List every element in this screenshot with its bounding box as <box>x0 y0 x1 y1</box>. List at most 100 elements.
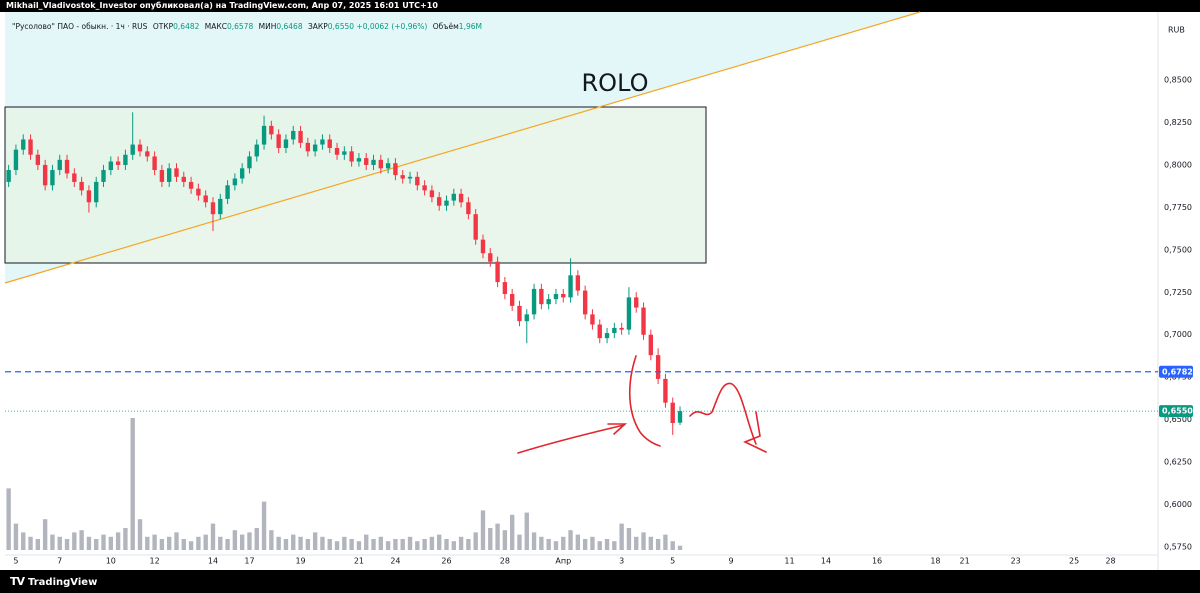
symbol: "Русолово" ПАО - обыкн. · 1ч · RUS <box>12 22 148 31</box>
volume-bar <box>655 539 661 550</box>
candle-body <box>568 275 573 298</box>
publisher-line: Mikhail_Vladivostok_Investor опубликовал… <box>6 1 438 10</box>
volume-bar <box>203 534 208 550</box>
forecast-stroke <box>689 382 757 445</box>
volume-value: 1,96M <box>458 22 482 31</box>
volume-bar <box>524 512 529 550</box>
ohlc-label: МИН <box>258 22 277 31</box>
volume-bar <box>115 532 121 550</box>
candle-body <box>218 198 223 215</box>
candle-body <box>137 144 143 152</box>
candle-body <box>283 139 289 148</box>
volume-bar <box>488 528 493 550</box>
x-tick-label: 12 <box>150 557 160 566</box>
candle-body <box>670 402 675 424</box>
range-box <box>4 106 707 264</box>
volume-bar <box>21 532 26 550</box>
volume-bar <box>232 530 238 550</box>
x-tick-label: 23 <box>1011 557 1021 566</box>
volume-bar <box>437 534 442 550</box>
volume-bar <box>79 530 84 550</box>
volume-bar <box>561 536 566 550</box>
candle-body <box>6 170 11 182</box>
candle-body <box>115 161 121 165</box>
volume-bar <box>254 528 259 550</box>
candle-body <box>444 200 449 206</box>
volume-bar <box>334 541 340 550</box>
x-tick-label: 11 <box>784 557 794 566</box>
candle-body <box>94 181 99 203</box>
candle-body <box>239 168 245 179</box>
hline-label: 0,6782 <box>1162 367 1193 376</box>
volume-bar <box>64 539 70 550</box>
candle-body <box>247 156 252 169</box>
volume-bar <box>495 523 500 550</box>
volume-bar <box>145 536 150 550</box>
volume-bar <box>320 536 325 550</box>
last_price-label: 0,6550 <box>1162 407 1193 416</box>
volume-bar <box>291 534 296 550</box>
candle-body <box>152 156 157 171</box>
volume-bar <box>312 532 318 550</box>
marks: 0,57500,60000,62500,65000,67500,70000,72… <box>5 76 1193 566</box>
ohlc-label: ЗАКР <box>307 22 328 31</box>
y-tick-label: 0,7250 <box>1164 288 1192 297</box>
volume-bar <box>174 532 179 550</box>
volume-bar <box>568 530 573 550</box>
curve-stroke <box>628 355 661 447</box>
last_price-tag <box>1159 405 1193 418</box>
volume-bar <box>130 418 135 550</box>
x-tick-label: 5 <box>670 557 675 566</box>
x-tick-label: 3 <box>619 557 624 566</box>
candle-body <box>371 159 376 165</box>
volume-bar <box>502 530 508 550</box>
candle-body <box>298 130 303 143</box>
candle-body <box>305 142 311 152</box>
y-tick-label: 0,6250 <box>1164 458 1192 467</box>
candle-body <box>356 158 362 162</box>
brand-name: TradingView <box>28 577 98 588</box>
currency: RUB <box>1168 26 1185 35</box>
candle-body <box>677 411 683 423</box>
volume-bar <box>349 539 354 550</box>
candle-body <box>553 293 559 300</box>
hand-drawing <box>517 355 767 454</box>
candle-body <box>50 170 55 186</box>
volume-bar <box>480 510 486 550</box>
volume-bar <box>553 541 559 550</box>
ohlc-value: 0,6578 <box>226 22 254 31</box>
volume-bar <box>575 534 581 550</box>
candle-body <box>648 334 654 356</box>
x-tick-label: 17 <box>244 557 254 566</box>
candle-body <box>42 164 48 186</box>
candle-body <box>276 134 281 148</box>
y-tick-label: 0,7000 <box>1164 330 1192 339</box>
volume-bar <box>458 536 464 550</box>
candle-body <box>64 159 70 174</box>
volume-bar <box>342 536 347 550</box>
volume-bar <box>261 501 267 550</box>
candle-body <box>159 170 165 182</box>
volume-bar <box>466 539 471 550</box>
volume-bar <box>196 536 201 550</box>
x-tick-label: 18 <box>930 557 940 566</box>
change: +0,0062 (+0,96%) <box>356 22 428 31</box>
candle-body <box>604 333 610 339</box>
volume-bar <box>28 536 33 550</box>
volume-bar <box>473 532 478 550</box>
y-tick-label: 0,7500 <box>1164 245 1192 254</box>
x-tick-label: 14 <box>208 557 218 566</box>
x-tick-label: Апр <box>555 557 571 566</box>
candle-body <box>524 314 529 322</box>
volume-bar <box>648 536 654 550</box>
x-tick-label: 26 <box>441 557 451 566</box>
arrow-stroke <box>517 424 625 454</box>
trend-line <box>4 11 921 284</box>
candle-body <box>123 154 128 165</box>
volume-bar <box>407 536 413 550</box>
volume-label: Объём <box>432 22 459 31</box>
candle-body <box>429 190 435 198</box>
candle-body <box>473 214 478 240</box>
candle-body <box>364 158 369 165</box>
